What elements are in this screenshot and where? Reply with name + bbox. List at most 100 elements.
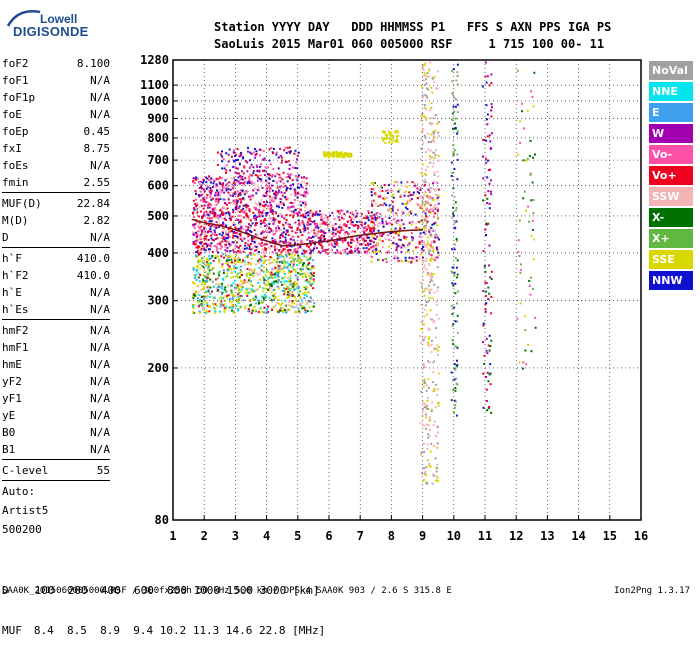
- param-row: h`Es N/A: [2, 301, 110, 318]
- echo-point: [430, 86, 433, 89]
- echo-point: [397, 219, 400, 222]
- echo-point: [534, 153, 536, 156]
- echo-point: [307, 272, 310, 275]
- echo-point: [236, 148, 239, 151]
- echo-point: [239, 174, 242, 177]
- echo-point: [328, 243, 330, 246]
- echo-point: [410, 261, 413, 264]
- echo-point: [432, 207, 435, 210]
- echo-point: [426, 200, 429, 203]
- echo-point: [233, 267, 236, 270]
- echo-point: [424, 382, 426, 385]
- echo-point: [522, 361, 525, 364]
- echo-point: [237, 237, 240, 240]
- echo-point: [287, 251, 289, 254]
- echo-point: [393, 184, 396, 187]
- echo-point: [390, 228, 393, 231]
- echo-point: [365, 247, 368, 250]
- echo-point: [366, 216, 369, 219]
- echo-point: [221, 176, 224, 179]
- echo-point: [219, 182, 222, 185]
- echo-point: [284, 184, 287, 187]
- echo-point: [455, 206, 458, 209]
- echo-point: [199, 210, 202, 213]
- echo-point: [297, 186, 300, 189]
- echo-point: [236, 274, 239, 277]
- echo-point: [320, 218, 323, 221]
- echo-point: [280, 251, 283, 254]
- echo-point: [192, 233, 195, 236]
- echo-point: [367, 219, 370, 222]
- echo-point: [455, 220, 458, 223]
- echo-point: [281, 194, 284, 197]
- echo-point: [430, 227, 433, 230]
- echo-point: [223, 299, 226, 302]
- echo-point: [264, 179, 267, 182]
- param-name: fxI: [2, 142, 22, 155]
- echo-point: [281, 267, 284, 270]
- echo-point: [489, 147, 492, 150]
- legend-item-e: E: [649, 103, 693, 122]
- echo-point: [281, 302, 284, 304]
- echo-point: [432, 321, 435, 324]
- echo-point: [270, 283, 273, 286]
- echo-point: [435, 314, 438, 316]
- x-tick-label: 6: [325, 529, 332, 543]
- echo-point: [249, 230, 252, 232]
- echo-point: [437, 208, 439, 211]
- echo-point: [395, 212, 398, 215]
- echo-point: [256, 184, 259, 187]
- echo-point: [215, 227, 218, 229]
- echo-point: [294, 311, 296, 314]
- echo-point: [232, 236, 235, 239]
- echo-point: [276, 186, 279, 189]
- echo-point: [452, 379, 455, 382]
- param-value: N/A: [90, 392, 110, 405]
- echo-point: [240, 220, 242, 223]
- echo-point: [216, 255, 219, 258]
- echo-point: [298, 246, 301, 249]
- echo-point: [327, 156, 330, 159]
- echo-point: [533, 258, 535, 261]
- echo-point: [296, 158, 298, 161]
- echo-point: [252, 275, 255, 278]
- echo-point: [223, 217, 226, 220]
- echo-point: [241, 295, 244, 298]
- echo-point: [482, 341, 484, 344]
- echo-point: [374, 194, 377, 196]
- echo-point: [434, 479, 437, 482]
- echo-point: [302, 263, 304, 266]
- echo-point: [284, 146, 287, 149]
- echo-point: [194, 240, 197, 243]
- echo-point: [410, 198, 413, 200]
- echo-point: [222, 277, 225, 280]
- echo-point: [229, 169, 232, 172]
- echo-point: [278, 229, 281, 232]
- echo-point: [372, 241, 375, 244]
- echo-point: [208, 265, 210, 268]
- echo-point: [222, 221, 224, 224]
- echo-point: [372, 183, 375, 186]
- echo-point: [380, 235, 383, 237]
- echo-point: [251, 290, 254, 293]
- echo-point: [432, 135, 435, 138]
- echo-point: [403, 194, 406, 197]
- echo-point: [420, 451, 423, 454]
- echo-point: [292, 212, 295, 215]
- echo-point: [228, 306, 231, 309]
- echo-point: [237, 190, 239, 193]
- echo-point: [397, 260, 399, 263]
- echo-point: [289, 151, 291, 154]
- echo-point: [357, 247, 360, 250]
- echo-point: [450, 304, 453, 307]
- echo-point: [221, 291, 224, 294]
- echo-point: [287, 254, 289, 257]
- echo-point: [411, 181, 414, 184]
- echo-point: [364, 251, 367, 254]
- echo-point: [430, 351, 433, 353]
- echo-point: [247, 146, 249, 149]
- echo-point: [199, 263, 202, 266]
- echo-point: [419, 421, 422, 424]
- echo-point: [246, 245, 249, 248]
- echo-point: [286, 186, 289, 189]
